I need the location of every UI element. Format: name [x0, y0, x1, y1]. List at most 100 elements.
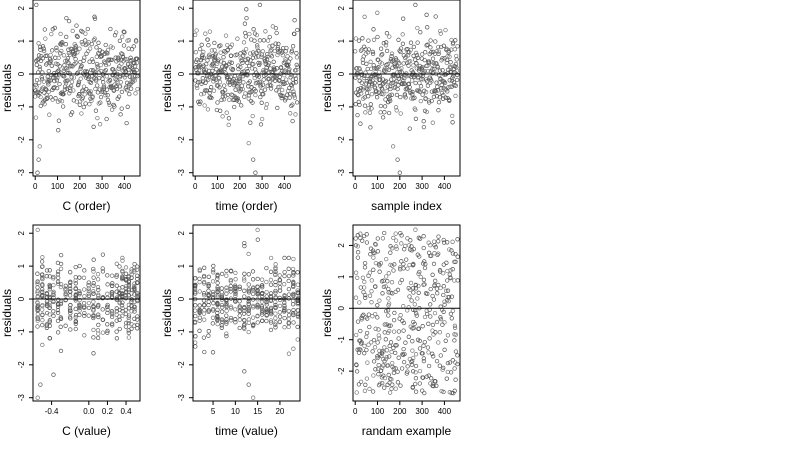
data-point [120, 276, 125, 282]
data-point [362, 388, 368, 393]
data-point [362, 260, 368, 266]
data-point [47, 336, 52, 341]
data-point [446, 48, 452, 53]
data-point [62, 87, 68, 92]
data-point [205, 37, 210, 42]
data-point [95, 335, 101, 341]
data-point [206, 284, 211, 289]
data-point [206, 54, 211, 59]
data-point [103, 93, 108, 98]
data-point [373, 311, 378, 317]
data-point [379, 91, 384, 96]
data-point [441, 262, 446, 267]
data-point [119, 303, 125, 308]
data-point [233, 317, 238, 322]
data-point [423, 90, 429, 95]
plot-frame [192, 224, 301, 402]
data-point [404, 71, 409, 76]
data-point [51, 372, 56, 377]
data-point [76, 79, 82, 84]
data-point [244, 15, 249, 21]
data-point [91, 289, 96, 294]
data-point [261, 77, 266, 82]
data-point [211, 301, 216, 306]
data-point [369, 66, 374, 71]
data-point [450, 267, 455, 272]
data-point [246, 311, 251, 316]
data-point [106, 61, 111, 67]
data-point [56, 128, 61, 133]
data-point [82, 305, 87, 311]
data-point [422, 259, 427, 264]
data-point [219, 305, 225, 310]
data-point [68, 112, 74, 117]
data-point [67, 91, 72, 96]
data-point [273, 267, 278, 272]
data-point [455, 44, 460, 49]
data-point [441, 292, 446, 298]
data-point [409, 359, 414, 365]
y-tick-label: 1 [17, 38, 26, 43]
data-point [120, 268, 125, 274]
data-point [193, 344, 198, 349]
data-point [63, 323, 68, 328]
data-point [442, 347, 447, 352]
data-point [55, 75, 60, 81]
data-point [454, 77, 460, 83]
data-point [226, 116, 232, 121]
y-tick-label: 2 [17, 5, 26, 10]
data-point [55, 318, 61, 324]
data-point [197, 268, 202, 274]
data-point [446, 294, 452, 300]
data-point [428, 381, 433, 386]
data-point [454, 53, 459, 59]
data-point [291, 269, 296, 275]
y-tick-label: -2 [17, 361, 26, 369]
data-point [396, 37, 401, 42]
data-point [90, 94, 95, 99]
data-point [426, 59, 432, 64]
data-point [135, 317, 140, 322]
data-point [383, 284, 388, 289]
data-point [386, 110, 392, 116]
data-point [132, 306, 137, 312]
data-point [255, 48, 261, 53]
data-point [387, 390, 393, 395]
data-point [255, 302, 260, 307]
data-point [400, 75, 405, 80]
data-point [434, 358, 440, 364]
data-point [228, 304, 234, 309]
data-point [355, 319, 361, 324]
data-point [35, 395, 40, 400]
data-point [114, 336, 120, 341]
data-point [425, 345, 431, 350]
data-point [401, 266, 406, 271]
data-point [269, 309, 274, 314]
data-point [264, 318, 269, 324]
y-tick-label: -2 [177, 361, 186, 369]
data-point [392, 310, 397, 316]
data-point [239, 83, 244, 88]
data-point [386, 271, 391, 276]
data-point [407, 85, 412, 90]
data-point [40, 287, 45, 292]
data-point [282, 255, 287, 261]
data-point [284, 80, 289, 86]
data-point [110, 310, 115, 315]
data-point [355, 233, 360, 238]
data-point [233, 286, 238, 291]
data-point [360, 238, 365, 243]
data-point [357, 66, 363, 72]
data-point [414, 311, 419, 316]
data-point [224, 317, 229, 322]
data-point [277, 319, 282, 325]
data-point [406, 243, 412, 248]
data-point [394, 244, 399, 249]
data-point [268, 282, 274, 287]
y-tick-label: -1 [17, 328, 26, 336]
data-point [365, 87, 370, 92]
data-point [126, 282, 132, 287]
plot-frame [192, 0, 301, 177]
data-point [210, 68, 215, 73]
